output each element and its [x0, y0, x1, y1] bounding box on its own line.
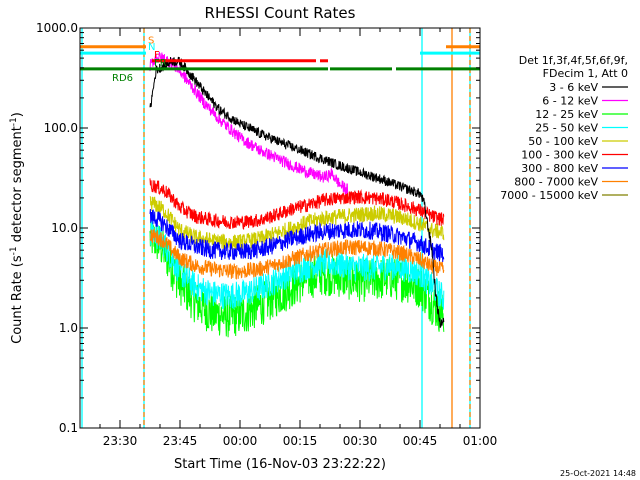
status-label-RD6: RD6 — [112, 73, 133, 84]
y-tick-label-1.0: 1.0 — [59, 321, 78, 335]
y-tick-label-0.1: 0.1 — [59, 421, 78, 435]
series-line-100-300-keV — [149, 178, 445, 231]
x-tick-label-00:30: 00:30 — [343, 434, 378, 448]
x-tick-label-00:00: 00:00 — [223, 434, 258, 448]
y-axis-ticks: 0.1 1.0 10.0 100.0 1000.0 — [36, 21, 480, 435]
y-axis-label-sup2: -1 — [9, 117, 19, 126]
legend-label-6-12-keV: 6 - 12 keV — [542, 95, 598, 108]
x-tick-label-00:15: 00:15 — [283, 434, 318, 448]
legend-label-100-300-keV: 100 - 300 keV — [521, 149, 598, 162]
footer-timestamp: 25-Oct-2021 14:48 — [560, 469, 636, 478]
series-line-50-100-keV — [149, 196, 445, 250]
status-label-S: S — [148, 36, 154, 47]
legend-header-line1: Det 1f,3f,4f,5f,6f,9f, — [519, 54, 628, 67]
y-axis-label-sup1: -1 — [9, 246, 19, 255]
legend-label-12-25-keV: 12 - 25 keV — [535, 108, 598, 121]
legend-label-800-7000-keV: 800 - 7000 keV — [514, 176, 598, 189]
series-line-800-7000-keV — [149, 228, 445, 280]
legend-header-line2: FDecim 1, Att 0 — [543, 67, 628, 80]
y-axis-label-part2: detector segment — [10, 126, 25, 246]
series-line-3-6-keV — [149, 56, 445, 328]
x-tick-label-01:00: 01:00 — [463, 434, 498, 448]
legend-label-3-6-keV: 3 - 6 keV — [549, 81, 598, 94]
legend-label-300-800-keV: 300 - 800 keV — [521, 162, 598, 175]
status-label-N: N — [148, 42, 155, 53]
status-bars: SNF RD6 FR — [80, 36, 480, 84]
y-tick-label-1000.0: 1000.0 — [36, 21, 78, 35]
legend-label-50-100-keV: 50 - 100 keV — [528, 135, 598, 148]
x-tick-label-23:30: 23:30 — [103, 434, 138, 448]
x-tick-label-23:45: 23:45 — [163, 434, 198, 448]
legend-label-7000-15000-keV: 7000 - 15000 keV — [500, 189, 598, 202]
series-line-12-25-keV — [149, 216, 445, 338]
y-tick-label-10.0: 10.0 — [51, 221, 78, 235]
chart-title: RHESSI Count Rates — [205, 4, 356, 22]
status-label-F: F — [154, 50, 160, 61]
series-line-6-12-keV — [149, 52, 349, 195]
legend-label-25-50-keV: 25 - 50 keV — [535, 122, 598, 135]
series-line-25-50-keV — [149, 220, 445, 310]
status-label-FR: FR — [154, 58, 167, 69]
y-tick-label-100.0: 100.0 — [44, 121, 78, 135]
y-axis-label-part3: ) — [10, 112, 25, 117]
x-axis-ticks: 23:30 23:45 00:00 00:15 00:30 00:45 01:00 — [79, 28, 498, 448]
count-rate-series — [149, 52, 445, 338]
y-axis-label-part1: Count Rate (s — [10, 255, 25, 344]
x-axis-label: Start Time (16-Nov-03 23:22:22) — [174, 457, 386, 472]
x-tick-label-00:45: 00:45 — [403, 434, 438, 448]
legend: Det 1f,3f,4f,5f,6f,9f, FDecim 1, Att 0 3… — [500, 54, 628, 202]
series-line-300-800-keV — [149, 208, 445, 263]
y-axis-label: Count Rate (s-1 detector segment-1) — [9, 112, 25, 344]
